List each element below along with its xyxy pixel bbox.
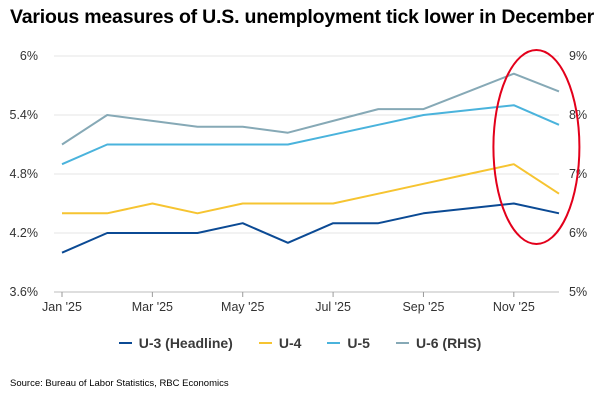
legend-label: U-5 [347,335,370,351]
legend-swatch [118,342,132,344]
x-tick-label: May '25 [221,300,264,314]
y-right-tick-label: 6% [569,226,587,240]
y-left-tick-label: 5.4% [10,108,39,122]
legend-label: U-4 [278,335,302,351]
x-tick-label: Nov '25 [493,300,535,314]
legend-swatch [327,342,341,344]
legend-item: U-3 (Headline) [118,335,233,351]
legend-label: U-3 (Headline) [138,335,233,351]
highlight-ellipse [492,49,581,245]
series-line-1 [62,163,560,215]
legend-item: U-6 (RHS) [395,335,482,351]
legend-item: U-4 [258,335,302,351]
y-left-tick-label: 4.2% [10,226,39,240]
chart-title: Various measures of U.S. unemployment ti… [10,6,595,28]
legend-swatch [258,342,272,344]
y-left-tick-label: 3.6% [10,285,39,299]
y-left-tick-label: 6% [20,49,38,63]
line-chart: 3.6% 5%4.2% 6%4.8% 7%5.4% 8%6% 9%Jan '25 Mar '… [10,49,587,314]
x-tick-label: Mar '25 [132,300,173,314]
y-right-tick-label: 9% [569,49,587,63]
legend-swatch [395,342,409,344]
series-line-0 [61,202,560,254]
legend-label: U-6 (RHS) [415,335,482,351]
series-line-3 [61,72,560,146]
x-tick-label: Jul '25 [315,300,351,314]
y-left-tick-label: 4.8% [10,167,39,181]
y-right-tick-label: 5% [569,285,587,299]
series-line-2 [61,104,560,166]
chart-legend: U-3 (Headline) U-4 U-5 U-6 (RHS) [0,335,600,351]
source-note: Source: Bureau of Labor Statistics, RBC … [10,378,229,389]
x-tick-label: Sep '25 [402,300,444,314]
x-tick-label: Jan '25 [42,300,82,314]
legend-item: U-5 [327,335,370,351]
